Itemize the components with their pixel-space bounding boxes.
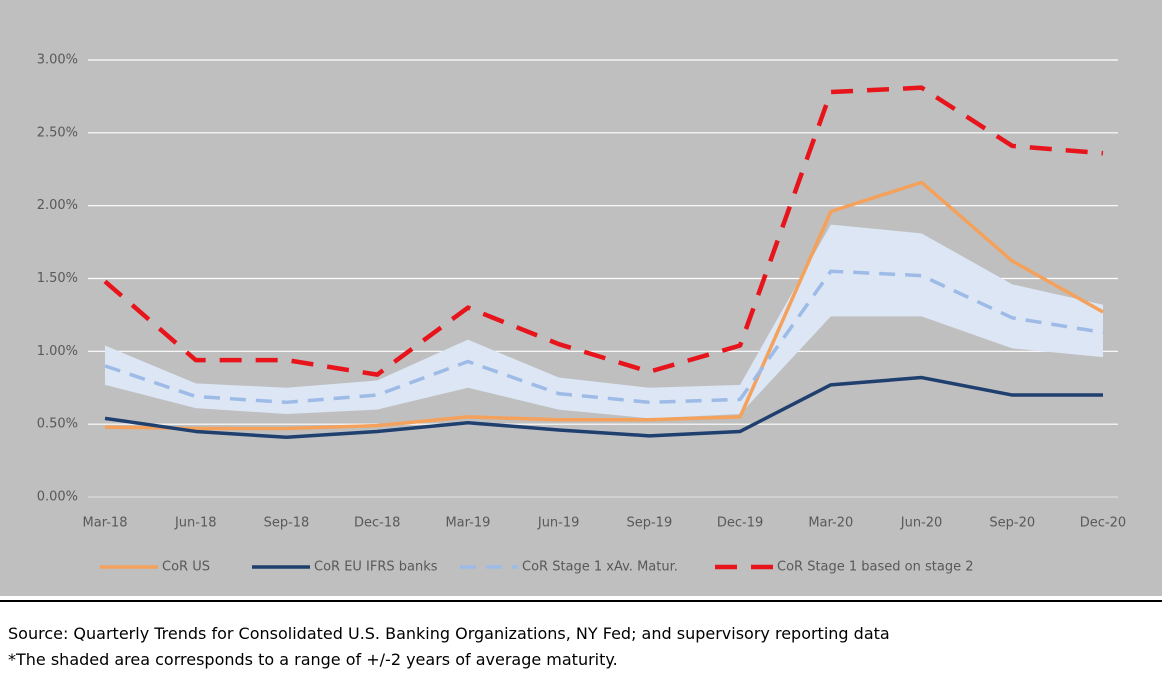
x-tick-label: Mar-18 [83,516,128,531]
legend-label: CoR Stage 1 xAv. Matur. [522,560,678,575]
y-tick-label: 3.00% [37,53,78,68]
source-note: Source: Quarterly Trends for Consolidate… [8,624,890,643]
y-tick-label: 2.50% [37,125,78,140]
series-line [104,269,1104,405]
x-tick-label: Jun-20 [900,516,943,531]
legend-label: CoR Stage 1 based on stage 2 [777,560,974,575]
y-tick-label: 2.00% [37,198,78,213]
chart: 0.00% 0.50% 1.00% 1.50% 2.00% 2.50% 3.00% Mar-1… [0,0,1162,596]
legend-label: CoR EU IFRS banks [314,560,438,575]
x-tick-label: Jun-18 [174,516,217,531]
series-line [104,180,1104,431]
x-tick-label: Sep-19 [626,516,672,531]
x-tick-label: Mar-20 [808,516,853,531]
x-tick-label: Dec-18 [354,516,400,531]
y-tick-label: 0.50% [37,417,78,432]
x-tick-label: Sep-18 [264,516,310,531]
x-tick-label: Mar-19 [445,516,490,531]
divider [0,600,1162,602]
y-tick-label: 0.00% [37,490,78,505]
y-tick-label: 1.00% [37,344,78,359]
x-tick-label: Dec-20 [1080,516,1126,531]
footnote: *The shaded area corresponds to a range … [8,650,618,669]
series-line [104,375,1103,440]
x-tick-label: Dec-19 [717,516,763,531]
x-tick-label: Sep-20 [989,516,1035,531]
series-line [103,85,1104,377]
y-tick-label: 1.50% [37,271,78,286]
legend-label: CoR US [162,560,210,575]
x-tick-label: Jun-19 [537,516,580,531]
